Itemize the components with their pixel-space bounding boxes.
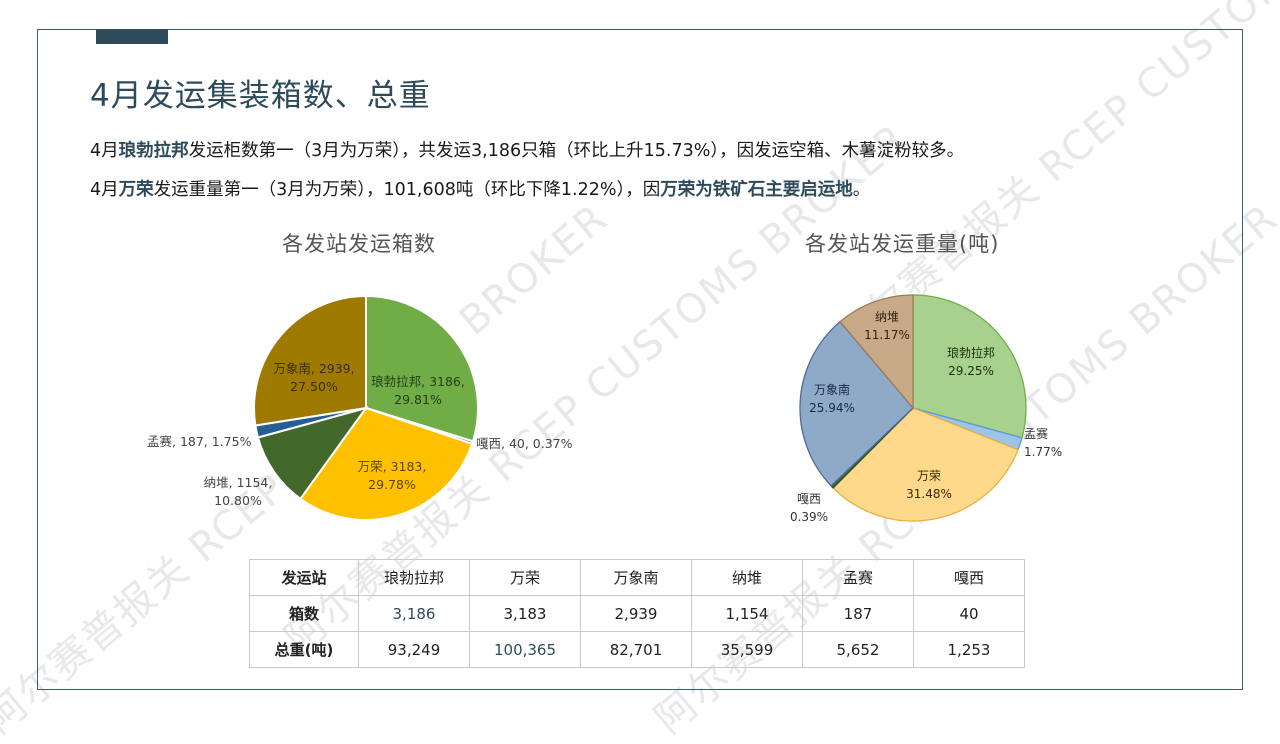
row-label: 总重(吨) <box>249 631 359 668</box>
summary-table: 发运站 琅勃拉邦 万荣 万象南 纳堆 孟赛 嘎西 箱数 3,186 3,183 … <box>249 559 1025 668</box>
pie1-data-label-2: 万荣 31.48% <box>906 469 952 501</box>
table-cell: 1,253 <box>913 631 1025 668</box>
table-cell: 100,365 <box>469 631 581 668</box>
pie1-data-label-3: 嘎西 0.39% <box>790 492 828 524</box>
summary-line-2: 4月万荣发运重量第一（3月为万荣），101,608吨（环比下降1.22%），因万… <box>90 176 870 201</box>
line2-seg-4: 。 <box>852 180 871 200</box>
pie0-data-label-5: 万象南, 2939, 27.50% <box>273 361 354 394</box>
table-cell: 2,939 <box>580 595 692 632</box>
line1-seg-2: 发运柜数第一（3月为万荣），共发运3,186只箱（环比上升15.73%），因发运… <box>188 141 965 161</box>
pie1-data-label-5: 纳堆 11.17% <box>864 310 910 342</box>
line1-seg-0: 4月 <box>90 141 119 161</box>
line1-seg-1: 琅勃拉邦 <box>118 141 189 161</box>
table-header-cell: 琅勃拉邦 <box>358 559 470 596</box>
slide-frame <box>37 29 1243 690</box>
table-cell: 187 <box>802 595 914 632</box>
pie1-slice-5 <box>839 294 914 410</box>
page-title: 4月发运集装箱数、总重 <box>90 78 431 114</box>
table-cell: 35,599 <box>691 631 803 668</box>
pie1-data-label-4: 万象南 25.94% <box>809 382 855 415</box>
chart-title-containers: 各发站发运箱数 <box>282 232 436 256</box>
summary-line-1: 4月琅勃拉邦发运柜数第一（3月为万荣），共发运3,186只箱（环比上升15.73… <box>90 137 964 162</box>
pie0-data-label-2: 万荣, 3183, 29.78% <box>358 459 427 492</box>
table-header-cell: 万象南 <box>580 559 692 596</box>
pie0-data-label-3: 纳堆, 1154, 10.80% <box>204 475 273 508</box>
chart-title-weight: 各发站发运重量(吨) <box>805 232 1000 256</box>
pie0-slice-2 <box>299 406 474 521</box>
line2-seg-0: 4月 <box>90 180 119 200</box>
table-row: 总重(吨) 93,249 100,365 82,701 35,599 5,652… <box>249 631 1025 668</box>
table-cell: 5,652 <box>802 631 914 668</box>
pie1-data-label-1: 孟赛 1.77% <box>1024 426 1062 459</box>
table-cell: 3,183 <box>469 595 581 632</box>
row-label: 箱数 <box>249 595 359 632</box>
table-cell: 82,701 <box>580 631 692 668</box>
line2-seg-1: 万荣 <box>118 180 154 200</box>
table-header-row: 发运站 琅勃拉邦 万荣 万象南 纳堆 孟赛 嘎西 <box>249 559 1025 596</box>
table-header-cell: 嘎西 <box>913 559 1025 596</box>
pie1-slice-2 <box>832 407 1019 522</box>
title-accent-bar <box>96 29 168 44</box>
table-cell: 3,186 <box>358 595 470 632</box>
pie1-slice-4 <box>799 320 914 487</box>
pie1-slice-0 <box>912 294 1027 439</box>
pie0-data-label-0: 琅勃拉邦, 3186, 29.81% <box>371 374 465 407</box>
pie-charts: 琅勃拉邦, 3186, 29.81% 嘎西, 40, 0.37% 万荣, 3183, 2… <box>147 294 1062 524</box>
pie0-data-label-4: 孟赛, 187, 1.75% <box>147 434 252 449</box>
line2-seg-2: 发运重量第一（3月为万荣），101,608吨（环比下降1.22%），因 <box>153 180 661 200</box>
pie0-data-label-1: 嘎西, 40, 0.37% <box>476 436 573 451</box>
table-row: 箱数 3,186 3,183 2,939 1,154 187 40 <box>249 595 1025 632</box>
pie1-data-label-0: 琅勃拉邦 29.25% <box>947 345 995 378</box>
pie0-slice-0 <box>365 294 479 443</box>
table-cell: 40 <box>913 595 1025 632</box>
line2-seg-3: 万荣为铁矿石主要启运地 <box>660 180 853 200</box>
pie0-slice-5 <box>253 294 367 427</box>
table-cell: 93,249 <box>358 631 470 668</box>
table-header-cell: 纳堆 <box>691 559 803 596</box>
table-cell: 1,154 <box>691 595 803 632</box>
table-header-cell: 孟赛 <box>802 559 914 596</box>
table-header-cell: 发运站 <box>249 559 359 596</box>
table-header-cell: 万荣 <box>469 559 581 596</box>
